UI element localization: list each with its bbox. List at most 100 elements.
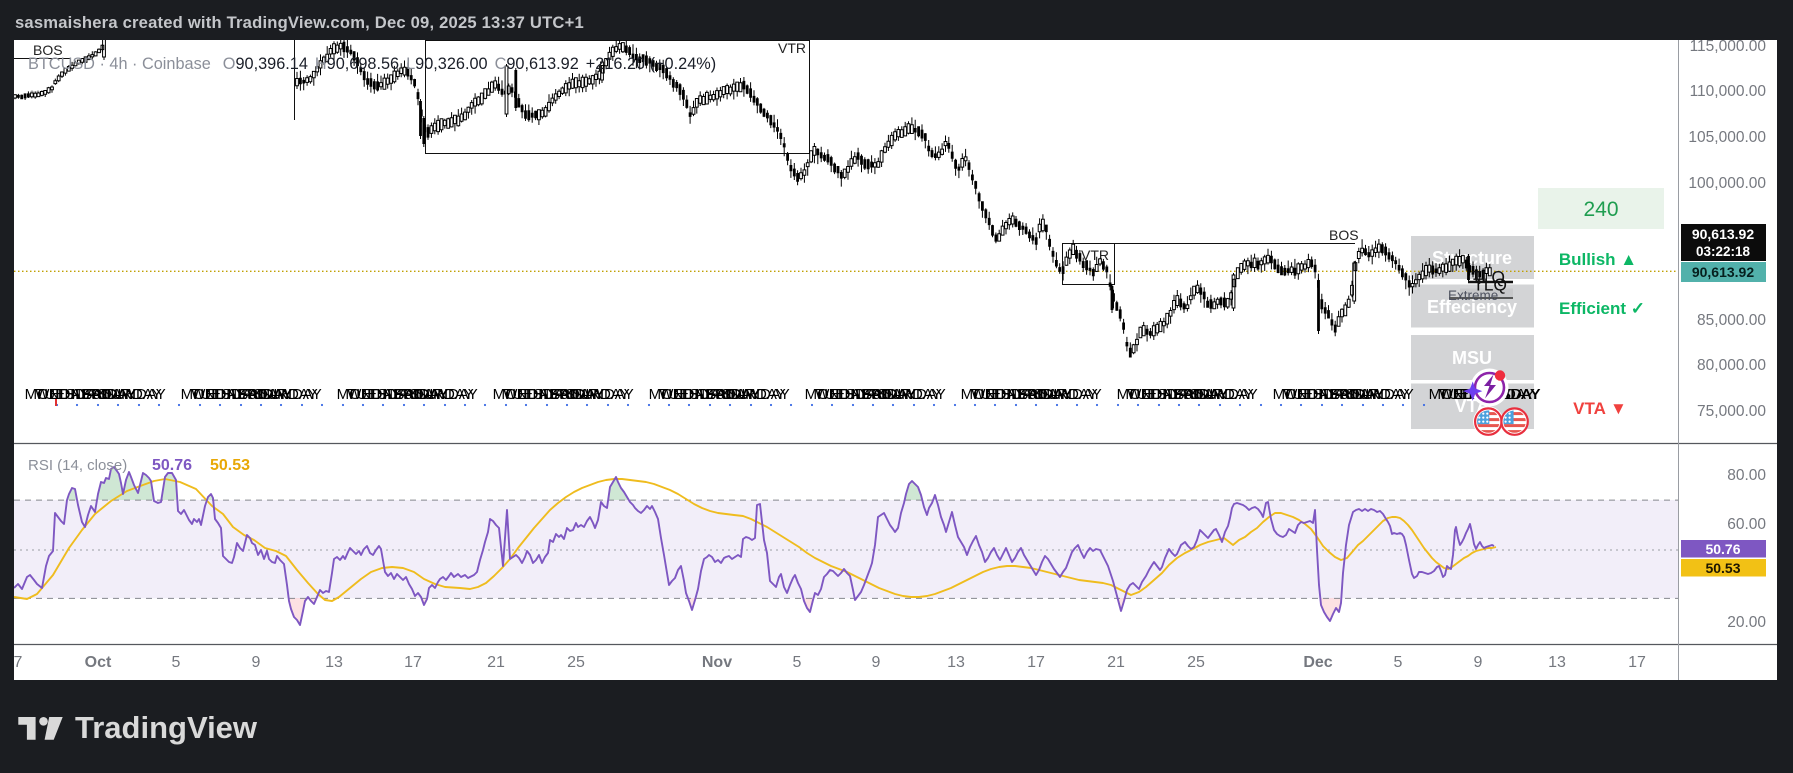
svg-text:110,000.00: 110,000.00 — [1690, 83, 1767, 100]
svg-text:WEDNESDAY: WEDNESDAY — [815, 386, 911, 403]
svg-text:240: 240 — [1583, 198, 1618, 221]
svg-text:9: 9 — [872, 654, 881, 671]
svg-text:THURSDAY: THURSDAY — [835, 386, 916, 403]
svg-text:WEDNESDAY: WEDNESDAY — [971, 386, 1067, 403]
svg-text:MONDAY: MONDAY — [181, 386, 246, 403]
svg-text:SUNDAY: SUNDAY — [884, 386, 945, 403]
svg-text:TUESDAY: TUESDAY — [971, 386, 1041, 403]
svg-text:13: 13 — [325, 654, 343, 671]
svg-text:BOS: BOS — [33, 42, 63, 58]
svg-text:SATURDAY: SATURDAY — [550, 386, 629, 403]
svg-text:100,000.00: 100,000.00 — [1688, 175, 1766, 192]
svg-text:WEDNESDAY: WEDNESDAY — [659, 386, 755, 403]
svg-text:FRIDAY: FRIDAY — [394, 386, 448, 403]
svg-text:SUNDAY: SUNDAY — [416, 386, 477, 403]
svg-text:25: 25 — [567, 654, 585, 671]
svg-text:MONDAY: MONDAY — [1117, 386, 1182, 403]
svg-text:THURSDAY: THURSDAY — [211, 386, 292, 403]
svg-text:SUNDAY: SUNDAY — [572, 386, 633, 403]
svg-text:MONDAY: MONDAY — [25, 386, 90, 403]
svg-text:SATURDAY: SATURDAY — [706, 386, 785, 403]
svg-text:THURSDAY: THURSDAY — [55, 386, 136, 403]
svg-text:FRIDAY: FRIDAY — [238, 386, 292, 403]
svg-text:5: 5 — [1394, 654, 1403, 671]
svg-text:FRIDAY: FRIDAY — [1174, 386, 1228, 403]
svg-text:Bullish ▲: Bullish ▲ — [1559, 250, 1637, 269]
svg-text:FRIDAY: FRIDAY — [862, 386, 916, 403]
svg-text:FRIDAY: FRIDAY — [706, 386, 760, 403]
svg-text:FRIDAY: FRIDAY — [1018, 386, 1072, 403]
svg-text:SATURDAY: SATURDAY — [1174, 386, 1253, 403]
svg-text:TUESDAY: TUESDAY — [659, 386, 729, 403]
svg-text:SATURDAY: SATURDAY — [1330, 386, 1409, 403]
svg-text:9: 9 — [252, 654, 261, 671]
svg-text:90,613.92: 90,613.92 — [1692, 226, 1754, 242]
svg-text:THURSDAY: THURSDAY — [523, 386, 604, 403]
svg-text:03:22:18: 03:22:18 — [1696, 244, 1751, 259]
svg-text:Effeciency: Effeciency — [1427, 297, 1517, 317]
svg-text:13: 13 — [947, 654, 965, 671]
svg-text:50.53: 50.53 — [210, 457, 250, 474]
svg-text:SATURDAY: SATURDAY — [82, 386, 161, 403]
svg-text:TUESDAY: TUESDAY — [503, 386, 573, 403]
svg-text:75,000.00: 75,000.00 — [1697, 403, 1766, 420]
svg-text:105,000.00: 105,000.00 — [1688, 129, 1766, 146]
svg-text:21: 21 — [1107, 654, 1125, 671]
svg-text:FRIDAY: FRIDAY — [550, 386, 604, 403]
svg-text:TUESDAY: TUESDAY — [191, 386, 261, 403]
svg-text:THURSDAY: THURSDAY — [1303, 386, 1384, 403]
svg-text:WEDNESDAY: WEDNESDAY — [191, 386, 287, 403]
svg-text:MONDAY: MONDAY — [649, 386, 714, 403]
svg-text:VTR: VTR — [778, 40, 806, 56]
svg-text:WEDNESDAY: WEDNESDAY — [35, 386, 131, 403]
svg-text:TUESDAY: TUESDAY — [35, 386, 105, 403]
svg-text:TLQ: TLQ — [1471, 267, 1505, 287]
svg-text:50.53: 50.53 — [1705, 560, 1740, 576]
svg-text:BOS: BOS — [1329, 227, 1359, 243]
svg-text:MONDAY: MONDAY — [961, 386, 1026, 403]
svg-text:FRIDAY: FRIDAY — [1330, 386, 1384, 403]
svg-text:WEDNESDAY: WEDNESDAY — [347, 386, 443, 403]
svg-text:Extreme: Extreme — [1448, 288, 1498, 303]
svg-text:17: 17 — [1628, 654, 1646, 671]
svg-text:Nov: Nov — [702, 654, 732, 671]
svg-text:SUNDAY: SUNDAY — [104, 386, 165, 403]
svg-text:115,000.00: 115,000.00 — [1690, 40, 1767, 55]
svg-text:SUNDAY: SUNDAY — [1040, 386, 1101, 403]
svg-text:21: 21 — [487, 654, 505, 671]
svg-text:Dec: Dec — [1303, 654, 1332, 671]
svg-text:MONDAY: MONDAY — [805, 386, 870, 403]
svg-text:25: 25 — [1187, 654, 1205, 671]
svg-text:VTA ▼: VTA ▼ — [1573, 399, 1627, 418]
svg-text:50.76: 50.76 — [1705, 541, 1740, 557]
svg-text:50.76: 50.76 — [152, 457, 192, 474]
svg-text:THURSDAY: THURSDAY — [679, 386, 760, 403]
svg-text:MONDAY: MONDAY — [493, 386, 558, 403]
svg-text:THURSDAY: THURSDAY — [367, 386, 448, 403]
svg-text:Oct: Oct — [85, 654, 112, 671]
svg-text:SUNDAY: SUNDAY — [1196, 386, 1257, 403]
svg-text:SATURDAY: SATURDAY — [1018, 386, 1097, 403]
svg-text:RSI (14, close): RSI (14, close) — [28, 457, 127, 474]
svg-text:7: 7 — [14, 654, 23, 671]
svg-text:60.00: 60.00 — [1727, 516, 1766, 533]
svg-text:SUNDAY: SUNDAY — [728, 386, 789, 403]
svg-text:SATURDAY: SATURDAY — [238, 386, 317, 403]
svg-text:SATURDAY: SATURDAY — [394, 386, 473, 403]
svg-text:SUNDAY: SUNDAY — [1352, 386, 1413, 403]
svg-text:MSU: MSU — [1452, 348, 1492, 368]
svg-text:17: 17 — [1027, 654, 1045, 671]
svg-text:80,000.00: 80,000.00 — [1697, 357, 1766, 374]
svg-text:WEDNESDAY: WEDNESDAY — [503, 386, 599, 403]
svg-text:VTR: VTR — [1081, 247, 1109, 263]
svg-text:SATURDAY: SATURDAY — [862, 386, 941, 403]
svg-text:80.00: 80.00 — [1727, 467, 1766, 484]
svg-text:17: 17 — [404, 654, 422, 671]
svg-text:THURSDAY: THURSDAY — [1147, 386, 1228, 403]
svg-text:TUESDAY: TUESDAY — [1127, 386, 1197, 403]
svg-text:TUESDAY: TUESDAY — [815, 386, 885, 403]
svg-text:MONDAY: MONDAY — [337, 386, 402, 403]
svg-text:TLQ: TLQ — [1473, 275, 1507, 295]
svg-text:5: 5 — [172, 654, 181, 671]
